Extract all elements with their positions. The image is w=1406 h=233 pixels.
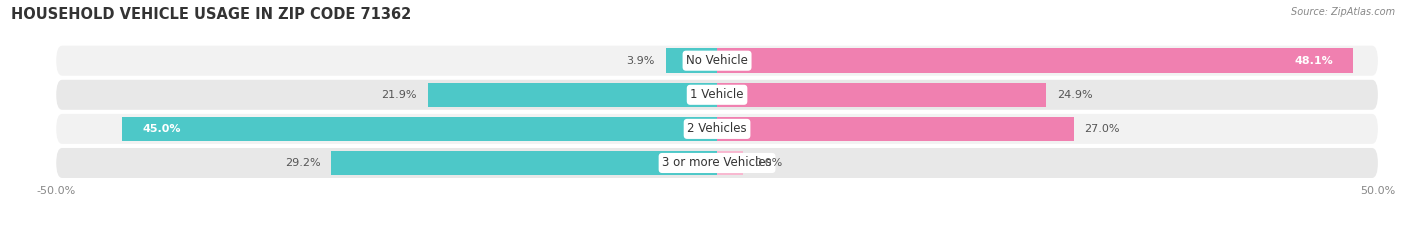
Text: 27.0%: 27.0% [1084, 124, 1121, 134]
FancyBboxPatch shape [56, 80, 1378, 110]
Bar [717, 48, 1353, 73]
Bar [122, 116, 717, 141]
Bar [717, 82, 1046, 107]
Text: Source: ZipAtlas.com: Source: ZipAtlas.com [1291, 7, 1395, 17]
Text: 45.0%: 45.0% [142, 124, 180, 134]
Bar [665, 48, 717, 73]
Text: 48.1%: 48.1% [1294, 56, 1333, 66]
FancyBboxPatch shape [56, 46, 1378, 76]
FancyBboxPatch shape [56, 148, 1378, 178]
Text: 3.9%: 3.9% [627, 56, 655, 66]
Text: 21.9%: 21.9% [381, 90, 418, 100]
Bar [427, 82, 717, 107]
Text: 24.9%: 24.9% [1057, 90, 1092, 100]
FancyBboxPatch shape [56, 114, 1378, 144]
Text: No Vehicle: No Vehicle [686, 54, 748, 67]
Text: 0.0%: 0.0% [754, 158, 782, 168]
Text: 1 Vehicle: 1 Vehicle [690, 88, 744, 101]
Text: 2 Vehicles: 2 Vehicles [688, 122, 747, 135]
Bar [717, 116, 1074, 141]
Text: HOUSEHOLD VEHICLE USAGE IN ZIP CODE 71362: HOUSEHOLD VEHICLE USAGE IN ZIP CODE 7136… [11, 7, 412, 22]
Bar [717, 151, 744, 175]
Text: 3 or more Vehicles: 3 or more Vehicles [662, 157, 772, 169]
Text: 29.2%: 29.2% [285, 158, 321, 168]
Bar [332, 151, 717, 175]
